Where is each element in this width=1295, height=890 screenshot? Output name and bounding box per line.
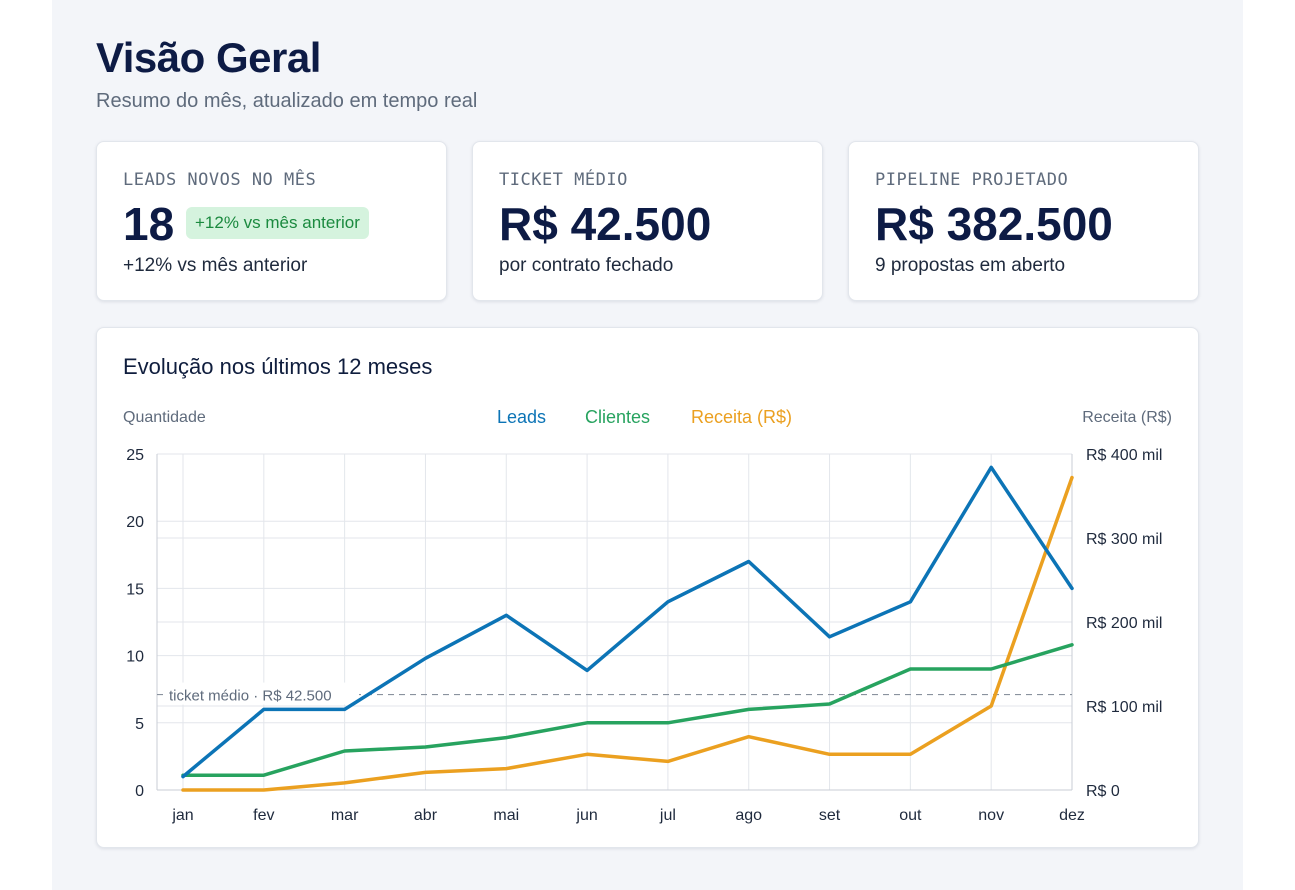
reference-label: ticket médio · R$ 42.500 <box>169 688 332 705</box>
chart-axes: 0 5 10 15 20 25 R$ 0 R$ 100 mil R$ 200 mil R$ 300… <box>123 409 1172 824</box>
y-tick-right: R$ 300 mil <box>1086 531 1162 548</box>
series-line-clientes <box>181 643 1074 777</box>
y-tick-left: 5 <box>135 716 144 733</box>
legend-item[interactable]: Clientes <box>585 407 650 427</box>
page-title: Visão Geral <box>96 34 321 81</box>
kpi-card-leads: LEADS NOVOS NO MÊS 18 +12% vs mês anteri… <box>96 141 447 301</box>
legend-item[interactable]: Receita (R$) <box>691 407 792 427</box>
x-tick-label: out <box>899 807 922 824</box>
x-tick-label: mai <box>493 807 519 824</box>
x-tick-label: ago <box>735 807 762 824</box>
dashboard-page: Visão Geral Resumo do mês, atualizado em… <box>52 0 1243 890</box>
y-tick-right: R$ 0 <box>1086 783 1120 800</box>
y-tick-right: R$ 100 mil <box>1086 699 1162 716</box>
kpi-subtext: +12% vs mês anterior <box>123 255 308 276</box>
chart-series <box>181 465 1074 792</box>
y-tick-left: 20 <box>126 514 144 531</box>
kpi-value: 18 <box>123 198 175 250</box>
kpi-value: R$ 42.500 <box>499 198 712 250</box>
kpi-subtext: por contrato fechado <box>499 255 674 276</box>
x-tick-label: mar <box>331 807 359 824</box>
x-tick-label: abr <box>414 807 438 824</box>
kpi-value: R$ 382.500 <box>875 198 1113 250</box>
chart-grid <box>157 453 1073 791</box>
kpi-card-ticket: TICKET MÉDIO R$ 42.500 por contrato fech… <box>472 141 823 301</box>
x-tick-label: nov <box>978 807 1004 824</box>
x-tick-label: jan <box>171 807 193 824</box>
reference-line-group: ticket médio · R$ 42.500 <box>157 682 1072 705</box>
kpi-label: LEADS NOVOS NO MÊS <box>123 170 317 190</box>
x-tick-label: dez <box>1059 807 1085 824</box>
line-chart: 0 5 10 15 20 25 R$ 0 R$ 100 mil R$ 200 mil R$ 300… <box>123 407 1172 824</box>
x-tick-label: fev <box>253 807 274 824</box>
y-tick-left: 15 <box>126 581 144 598</box>
y-tick-left: 25 <box>126 447 144 464</box>
kpi-label: TICKET MÉDIO <box>499 170 628 190</box>
legend-item[interactable]: Leads <box>497 407 546 427</box>
x-tick-label: jun <box>575 807 597 824</box>
y-tick-right: R$ 200 mil <box>1086 615 1162 632</box>
chart-card: Evolução nos últimos 12 meses 0 5 10 15 20 25… <box>96 327 1199 848</box>
chart-title: Evolução nos últimos 12 meses <box>123 354 433 379</box>
chart-legend[interactable]: Leads Clientes Receita (R$) <box>497 407 792 427</box>
y-tick-left: 0 <box>135 783 144 800</box>
trend-badge: +12% vs mês anterior <box>186 207 369 239</box>
page-subtitle: Resumo do mês, atualizado em tempo real <box>96 90 478 112</box>
kpi-card-pipeline: PIPELINE PROJETADO R$ 382.500 9 proposta… <box>848 141 1199 301</box>
series-line-receita-r <box>181 475 1074 792</box>
y-axis-title-right: Receita (R$) <box>1082 409 1172 426</box>
y-tick-right: R$ 400 mil <box>1086 447 1162 464</box>
y-tick-left: 10 <box>126 649 144 666</box>
series-line-leads <box>181 465 1074 779</box>
y-axis-title-left: Quantidade <box>123 409 206 426</box>
kpi-label: PIPELINE PROJETADO <box>875 170 1069 190</box>
x-tick-label: set <box>819 807 841 824</box>
reference-label-bg <box>163 682 359 705</box>
kpi-subtext: 9 propostas em aberto <box>875 255 1066 276</box>
x-tick-label: jul <box>659 807 676 824</box>
